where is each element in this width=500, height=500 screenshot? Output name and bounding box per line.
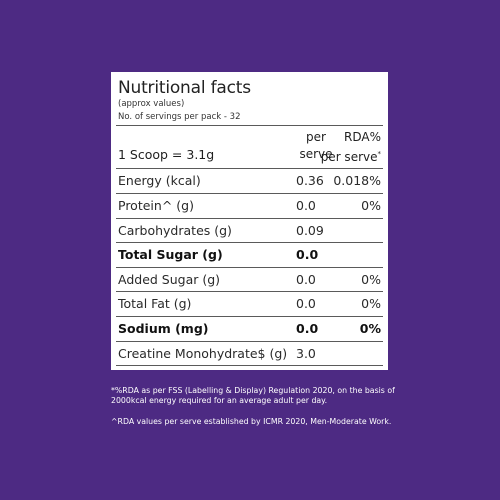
table-row: Total Fat (g) 0.0 0% [118, 292, 381, 316]
row-value: 3.0 [296, 346, 316, 361]
nutrition-facts-panel: Nutritional facts (approx values) No. of… [111, 72, 388, 370]
divider [116, 267, 383, 268]
row-label: Carbohydrates (g) [118, 223, 232, 238]
footnote-line: *%RDA as per FSS (Labelling & Display) R… [111, 386, 395, 395]
divider [116, 291, 383, 292]
row-label: Total Fat (g) [118, 296, 192, 311]
row-label: Total Sugar (g) [118, 247, 223, 262]
table-row: Energy (kcal) 0.36 0.018% [118, 169, 381, 193]
divider [116, 365, 383, 366]
row-value: 0.0 [296, 198, 316, 213]
table-header: 1 Scoop = 3.1g per serve RDA% per serve* [118, 128, 381, 168]
panel-title: Nutritional facts [118, 78, 251, 98]
column-per-serve: per serve [296, 129, 336, 163]
footnote-icmr: ^RDA values per serve established by ICM… [111, 417, 392, 426]
table-row: Creatine Monohydrate$ (g) 3.0 [118, 342, 381, 366]
row-value: 0.0 [296, 321, 319, 336]
row-rda: 0% [359, 321, 381, 336]
table-row: Sodium (mg) 0.0 0% [118, 317, 381, 341]
footnote-rda-basis: *%RDA as per FSS (Labelling & Display) R… [111, 386, 396, 406]
column-rda-line1: RDA% [344, 130, 381, 144]
footnote-line: 2000kcal energy required for an average … [111, 396, 328, 405]
table-row: Protein^ (g) 0.0 0% [118, 194, 381, 218]
row-value: 0.0 [296, 296, 316, 311]
divider [116, 218, 383, 219]
row-label: Creatine Monohydrate$ (g) [118, 346, 288, 361]
divider [116, 316, 383, 317]
row-rda: 0% [361, 198, 381, 213]
row-value: 0.36 [296, 173, 324, 188]
divider [116, 242, 383, 243]
row-rda: 0% [361, 272, 381, 287]
column-rda-mark: * [377, 150, 382, 158]
divider [116, 168, 383, 169]
divider [116, 125, 383, 126]
column-rda-line2: per serve [320, 150, 378, 164]
panel-subtitle: (approx values) [118, 99, 185, 109]
column-rda: RDA% per serve* [321, 129, 381, 166]
servings-per-pack: No. of servings per pack - 32 [118, 112, 241, 122]
row-label: Energy (kcal) [118, 173, 201, 188]
row-rda: 0% [361, 296, 381, 311]
divider [116, 193, 383, 194]
table-row: Carbohydrates (g) 0.09 [118, 219, 381, 243]
column-per-serve-line1: per [306, 130, 326, 144]
column-rda-line2-wrap: per serve* [321, 146, 381, 166]
column-per-serve-line2: serve [299, 147, 333, 161]
row-label: Protein^ (g) [118, 198, 194, 213]
row-value: 0.0 [296, 247, 319, 262]
row-value: 0.09 [296, 223, 324, 238]
row-label: Sodium (mg) [118, 321, 209, 336]
table-row: Added Sugar (g) 0.0 0% [118, 268, 381, 292]
divider [116, 341, 383, 342]
row-rda: 0.018% [333, 173, 381, 188]
row-label: Added Sugar (g) [118, 272, 221, 287]
row-value: 0.0 [296, 272, 316, 287]
table-row: Total Sugar (g) 0.0 [118, 243, 381, 267]
serving-size: 1 Scoop = 3.1g [118, 147, 215, 162]
